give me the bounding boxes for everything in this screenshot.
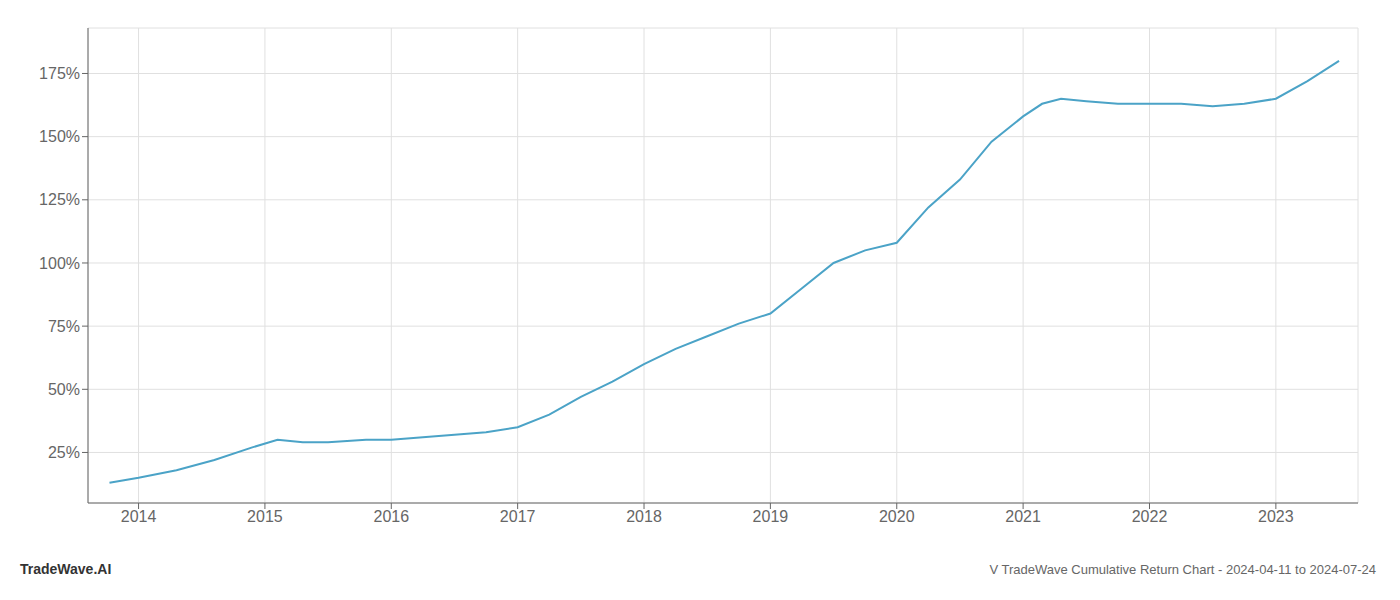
svg-text:2015: 2015 bbox=[247, 508, 283, 525]
svg-text:2017: 2017 bbox=[500, 508, 536, 525]
svg-text:100%: 100% bbox=[39, 255, 80, 272]
svg-text:2020: 2020 bbox=[879, 508, 915, 525]
svg-text:2018: 2018 bbox=[626, 508, 662, 525]
html-text:TradeWave.AI: TradeWave.AI bbox=[20, 561, 112, 577]
svg-text:150%: 150% bbox=[39, 128, 80, 145]
svg-text:2021: 2021 bbox=[1005, 508, 1041, 525]
svg-text:75%: 75% bbox=[48, 318, 80, 335]
svg-text:2019: 2019 bbox=[753, 508, 789, 525]
svg-text:2016: 2016 bbox=[373, 508, 409, 525]
html-text:V TradeWave Cumulative Return: V TradeWave Cumulative Return Chart - 20… bbox=[989, 561, 1376, 577]
svg-text:2014: 2014 bbox=[121, 508, 157, 525]
svg-text:50%: 50% bbox=[48, 381, 80, 398]
svg-text:2022: 2022 bbox=[1132, 508, 1168, 525]
svg-text:125%: 125% bbox=[39, 191, 80, 208]
svg-text:2023: 2023 bbox=[1258, 508, 1294, 525]
svg-text:25%: 25% bbox=[48, 444, 80, 461]
svg-text:175%: 175% bbox=[39, 65, 80, 82]
